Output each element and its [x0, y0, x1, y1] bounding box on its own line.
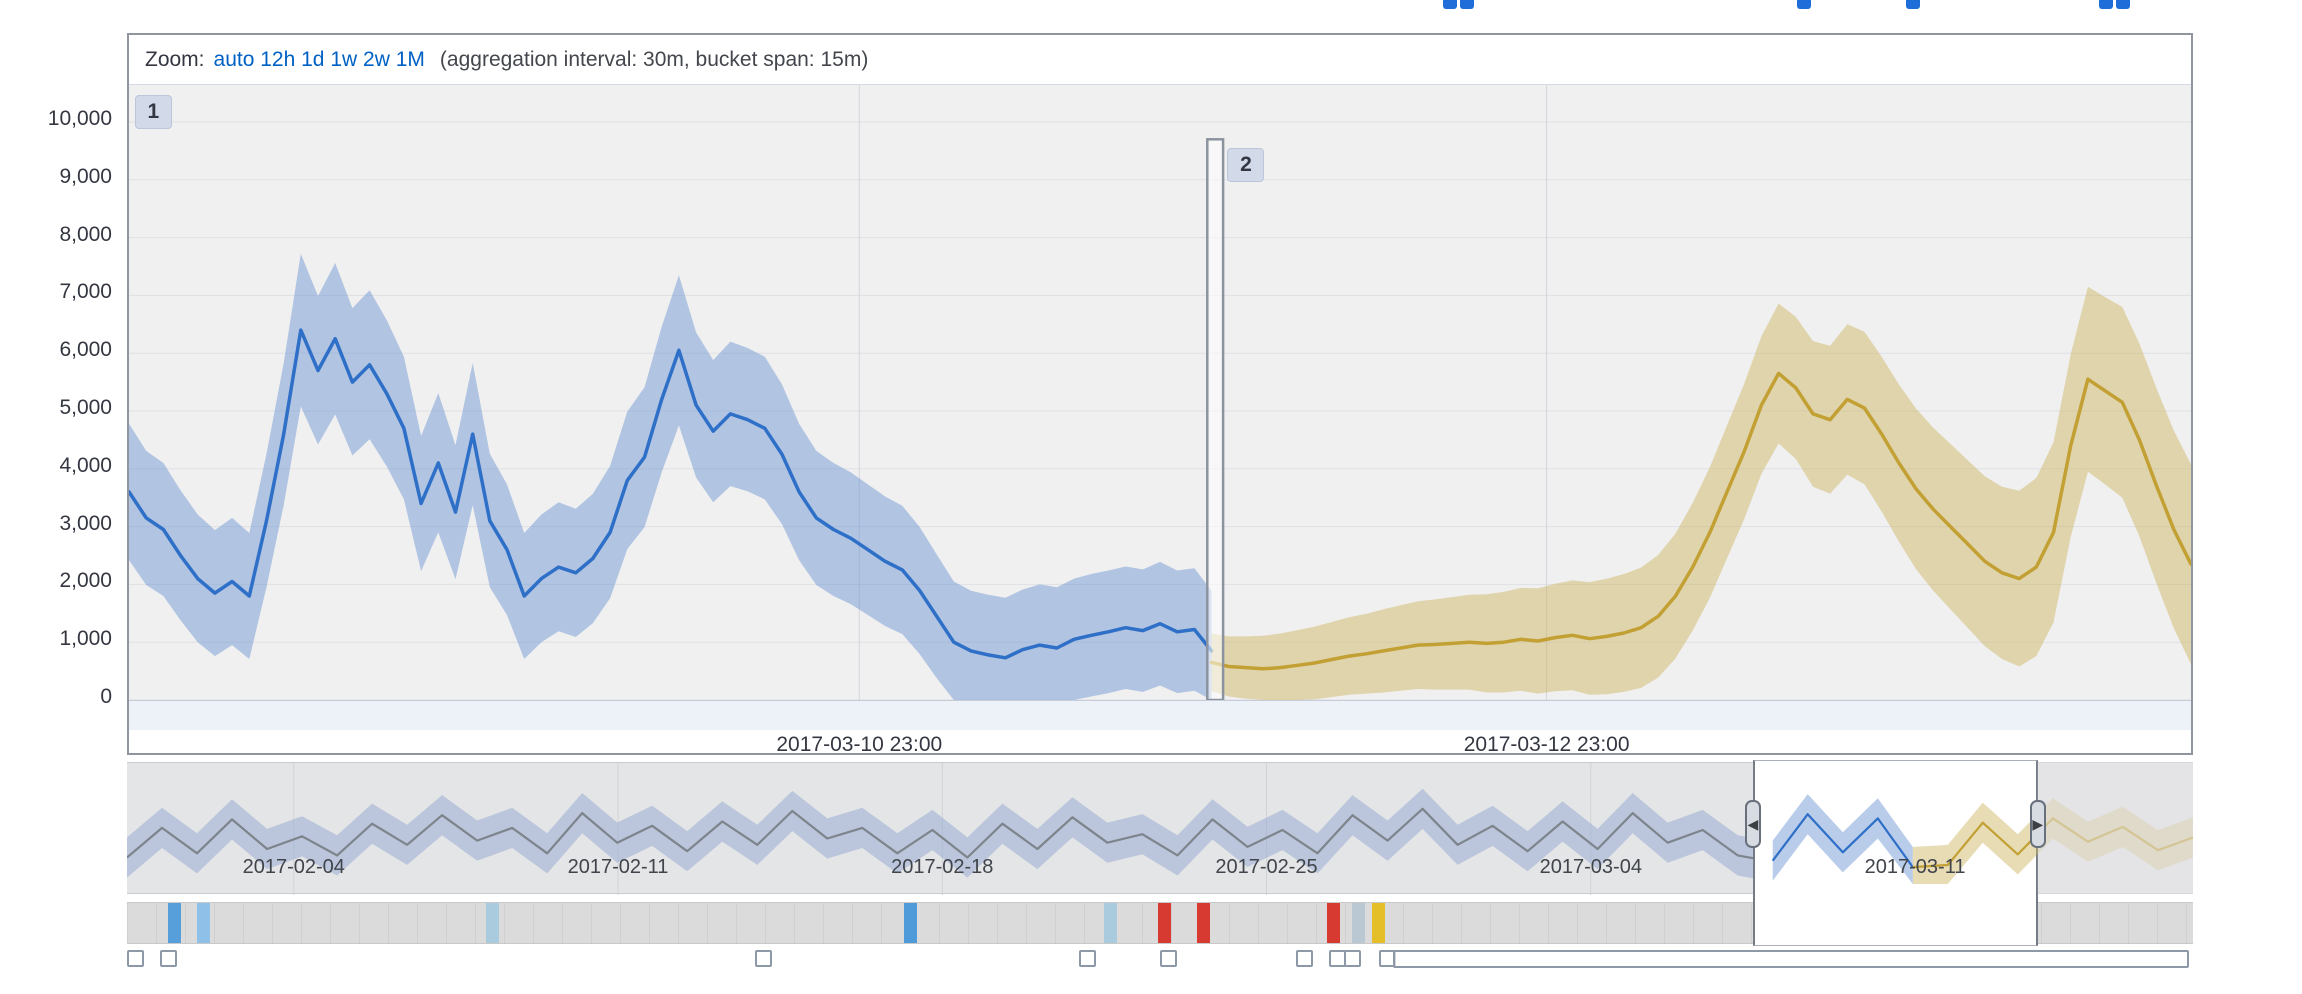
context-date-label: 2017-03-04	[1539, 856, 1642, 878]
time-range-brush[interactable]	[1752, 760, 2038, 946]
annotation-marker[interactable]	[1296, 950, 1313, 967]
swimlane-cell[interactable]	[1352, 903, 1365, 943]
zoom-option-1w[interactable]: 1w	[330, 48, 358, 71]
brush-handle-left[interactable]: ◀	[1744, 800, 1761, 848]
annotation-marker[interactable]	[755, 950, 772, 967]
swimlane-cell[interactable]	[1372, 903, 1385, 943]
focus-chart-svg	[129, 85, 2191, 700]
swimlane-cell[interactable]	[1327, 903, 1340, 943]
annotation-marker[interactable]	[1344, 950, 1361, 967]
x-axis-strip	[129, 700, 2191, 730]
annotation-marker[interactable]	[1079, 950, 1096, 967]
context-date-label: 2017-02-04	[242, 856, 345, 878]
y-axis-label: 9,000	[59, 164, 112, 188]
context-date-label: 2017-02-25	[1215, 856, 1318, 878]
context-date-label: 2017-02-18	[891, 856, 994, 878]
annotation-marker[interactable]	[160, 950, 177, 967]
partial-toolbar-icon[interactable]	[2099, 0, 2113, 9]
chart-header: Zoom: auto 12h 1d 1w 2w 1M (aggregation in…	[129, 35, 2191, 85]
zoom-links: auto 12h 1d 1w 2w 1M	[214, 48, 425, 71]
context-date-label: 2017-03-11	[1864, 856, 1966, 878]
x-axis-label: 2017-03-12 23:00	[1463, 733, 1630, 756]
zoom-option-auto[interactable]: auto	[213, 48, 255, 71]
focus-chart-panel: Zoom: auto 12h 1d 1w 2w 1M (aggregation in…	[127, 33, 2193, 756]
zoom-option-1d[interactable]: 1d	[301, 48, 325, 71]
partial-toolbar-icon[interactable]	[1460, 0, 1474, 9]
annotations-track	[127, 948, 2193, 972]
partial-toolbar-icon[interactable]	[1906, 0, 1920, 9]
zoom-option-1M[interactable]: 1M	[395, 48, 425, 71]
swimlane-cell[interactable]	[168, 903, 181, 943]
y-axis-label: 4,000	[59, 453, 112, 477]
y-axis-label: 7,000	[59, 280, 112, 304]
annotation-badge-2[interactable]: 2	[1227, 148, 1265, 182]
y-axis-label: 8,000	[59, 222, 112, 246]
swimlane-cell[interactable]	[904, 903, 917, 943]
annotation-badge-1[interactable]: 1	[134, 95, 172, 130]
y-axis-label: 3,000	[59, 511, 112, 535]
y-axis-label: 10,000	[47, 106, 112, 130]
annotation-marker[interactable]	[1160, 950, 1177, 967]
annotation-marker[interactable]	[127, 950, 144, 967]
zoom-option-2w[interactable]: 2w	[363, 48, 390, 71]
swimlane-cell[interactable]	[1197, 903, 1210, 943]
y-axis-label: 1,000	[59, 627, 112, 651]
y-axis-label: 5,000	[59, 395, 112, 419]
partial-toolbar-icon[interactable]	[2116, 0, 2130, 9]
x-axis-label: 2017-03-10 23:00	[776, 733, 943, 756]
partial-toolbar-icon[interactable]	[1443, 0, 1457, 9]
aggregation-note: (aggregation interval: 30m, bucket span:…	[439, 48, 869, 71]
context-date-label: 2017-02-11	[567, 856, 669, 878]
y-axis-label: 2,000	[59, 569, 112, 593]
brush-handle-right[interactable]: ▶	[2029, 800, 2046, 848]
y-axis-label: 0	[100, 685, 112, 708]
partial-toolbar-icon[interactable]	[1797, 0, 1811, 9]
swimlane-cell[interactable]	[1104, 903, 1117, 943]
zoom-option-12h[interactable]: 12h	[260, 48, 296, 71]
swimlane-cell[interactable]	[486, 903, 499, 943]
swimlane-cell[interactable]	[197, 903, 210, 943]
swimlane-cell[interactable]	[1158, 903, 1171, 943]
zoom-label: Zoom:	[145, 48, 205, 71]
annotation-span[interactable]	[1393, 950, 2189, 968]
y-axis-label: 6,000	[59, 338, 112, 362]
